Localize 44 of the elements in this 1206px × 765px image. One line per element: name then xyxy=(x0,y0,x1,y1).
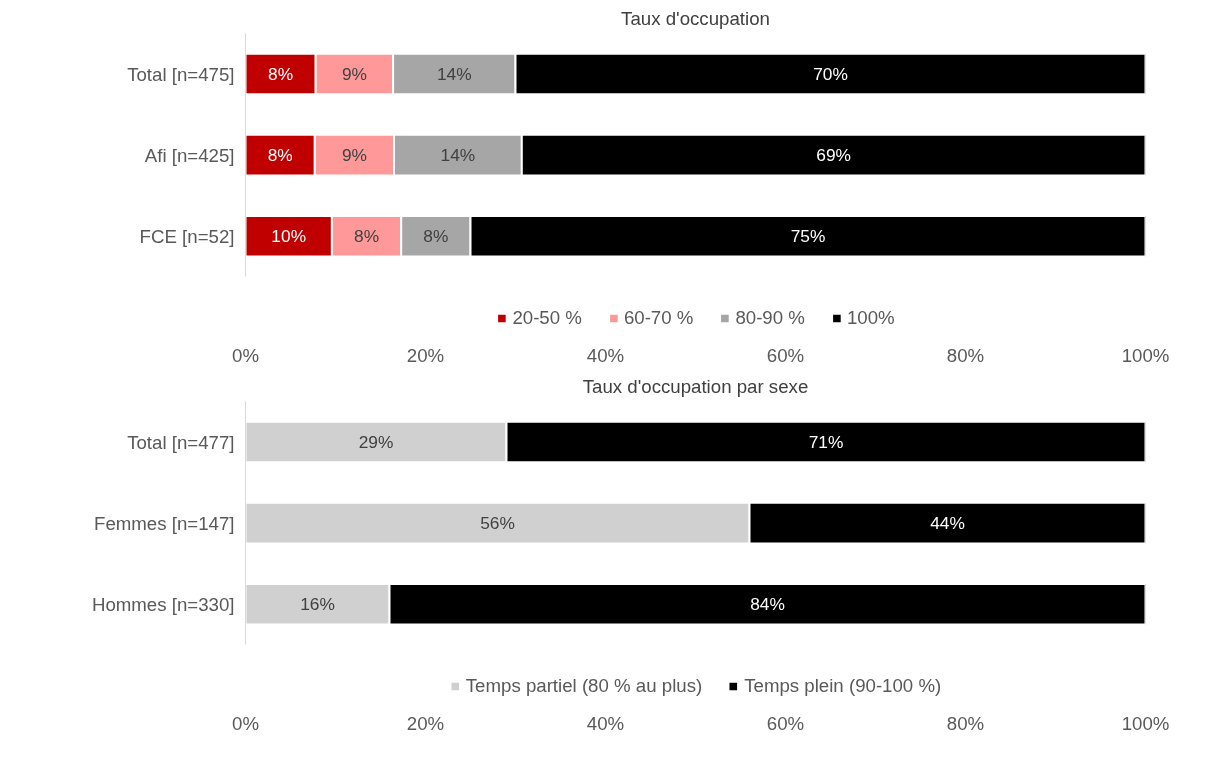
data-label: 9% xyxy=(341,145,367,166)
chart-title: Taux d'occupation xyxy=(621,7,770,29)
data-label: 56% xyxy=(480,513,515,534)
chart-title: Taux d'occupation par sexe xyxy=(582,375,809,397)
y-tick-label: Total [n=475] xyxy=(127,63,235,85)
data-label: 70% xyxy=(813,64,848,85)
y-tick-label: Total [n=477] xyxy=(127,431,235,453)
data-label: 16% xyxy=(300,594,335,615)
x-tick-label: 0% xyxy=(232,344,259,366)
x-tick-label: 0% xyxy=(232,712,259,734)
data-label: 8% xyxy=(268,64,294,85)
y-tick-label: Femmes [n=147] xyxy=(94,512,235,534)
data-label: 29% xyxy=(358,432,394,453)
x-tick-label: 80% xyxy=(946,712,985,734)
data-label: 8% xyxy=(267,145,293,166)
y-tick-label: Afi [n=425] xyxy=(144,144,235,166)
legend-label: Temps plein (90-100 %) xyxy=(744,675,942,697)
legend-label: 60-70 % xyxy=(623,307,694,329)
x-tick-label: 40% xyxy=(586,712,625,734)
x-tick-label: 40% xyxy=(586,344,625,366)
data-label: 69% xyxy=(816,145,851,166)
data-label: 8% xyxy=(354,226,380,247)
legend-label: 20-50 % xyxy=(512,307,582,329)
data-label: 14% xyxy=(440,145,476,166)
data-label: 71% xyxy=(808,432,844,453)
legend-label: Temps partiel (80 % au plus) xyxy=(465,675,703,697)
x-tick-label: 100% xyxy=(1121,712,1170,734)
data-label: 44% xyxy=(930,513,965,534)
data-label: 9% xyxy=(341,64,367,85)
x-tick-label: 20% xyxy=(406,712,445,734)
x-tick-label: 100% xyxy=(1121,344,1170,366)
legend-label: 100% xyxy=(846,307,895,329)
data-label: 84% xyxy=(750,594,785,615)
data-label: 8% xyxy=(423,226,449,247)
data-label: 14% xyxy=(436,64,472,85)
y-tick-label: Hommes [n=330] xyxy=(91,593,235,615)
x-tick-label: 60% xyxy=(766,712,805,734)
x-tick-label: 80% xyxy=(946,344,985,366)
data-label: 75% xyxy=(790,226,826,247)
legend-label: 80-90 % xyxy=(735,307,805,329)
x-tick-label: 20% xyxy=(406,344,445,366)
y-tick-label: FCE [n=52] xyxy=(139,225,235,247)
data-label: 10% xyxy=(271,226,307,247)
x-tick-label: 60% xyxy=(766,344,805,366)
